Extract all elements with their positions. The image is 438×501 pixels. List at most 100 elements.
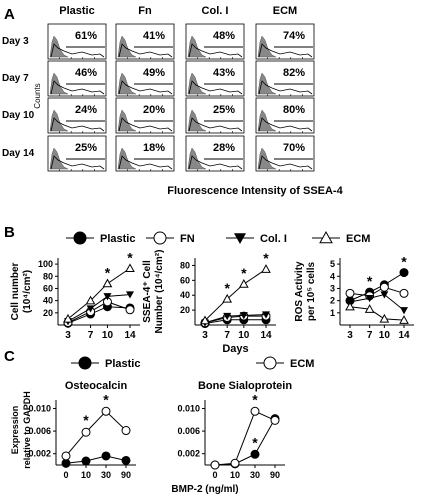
data-point-ecm (102, 278, 113, 288)
percent-positive: 18% (143, 142, 165, 154)
series-line (349, 286, 405, 297)
data-point-col-i (380, 291, 389, 299)
isotype-control-histogram (257, 35, 277, 58)
ssea4-histogram (258, 43, 313, 58)
x-tick-label: 3 (65, 330, 71, 341)
column-header: Fn (138, 5, 152, 17)
y-tick-label: 0.010 (28, 403, 51, 413)
data-point-plastic (78, 356, 92, 370)
y-tick-label: 80 (43, 271, 53, 281)
percent-positive: 48% (213, 30, 235, 42)
data-point-open-circle (379, 282, 389, 292)
data-point-col-i (234, 233, 246, 244)
percent-positive: 41% (143, 30, 165, 42)
x-tick-label: 90 (121, 470, 131, 480)
data-point-open-circle (81, 427, 91, 437)
series-line (67, 294, 131, 322)
percent-positive: 28% (213, 142, 235, 154)
row-label: Day 7 (2, 73, 29, 84)
series-line (349, 294, 405, 311)
ssea4-histogram (188, 80, 243, 95)
legend-label: ECM (290, 358, 314, 370)
y-tick-label: 100 (38, 259, 53, 269)
percent-positive: 61% (75, 30, 97, 42)
series-line (67, 267, 131, 320)
data-point-plastic (81, 456, 91, 466)
data-point-open-circle (399, 288, 409, 298)
ssea4-histogram (188, 155, 243, 170)
histogram-frame (185, 60, 245, 97)
data-point-open-circle (250, 406, 260, 416)
legend-label: FN (180, 233, 195, 245)
histogram-frame (115, 23, 175, 60)
percent-positive: 20% (143, 104, 165, 116)
series-line (204, 319, 266, 325)
series-line (204, 315, 266, 324)
isotype-control-histogram (49, 147, 69, 170)
series-line (349, 272, 405, 302)
significance-star: * (252, 391, 258, 407)
histogram-frame (115, 97, 175, 134)
ssea4-histogram (118, 155, 173, 170)
y-tick-label: 60 (43, 283, 53, 293)
percent-positive: 49% (143, 67, 165, 79)
data-point-ecm (261, 264, 271, 273)
data-point-open-circle (210, 460, 220, 470)
data-point-plastic (121, 455, 131, 465)
x-tick-label: 3 (347, 330, 353, 341)
panel-a-xlabel: Fluorescence Intensity of SSEA-4 (167, 185, 343, 197)
y-tick-label: 0.002 (28, 449, 51, 459)
ssea4-histogram (50, 43, 105, 58)
data-point-open-circle (121, 426, 131, 436)
row-label: Day 14 (2, 148, 35, 159)
significance-star: * (241, 265, 247, 281)
data-point-open-circle (270, 415, 280, 425)
data-point-ecm (319, 230, 333, 244)
percent-positive: 25% (213, 104, 235, 116)
percent-positive: 80% (283, 104, 305, 116)
x-tick-label: 10 (238, 330, 250, 341)
y-tick-label: 3 (330, 283, 335, 293)
y-tick-label: 0.002 (177, 449, 200, 459)
x-tick-label: 10 (230, 470, 240, 480)
ssea4-histogram (188, 117, 243, 132)
isotype-control-histogram (49, 35, 69, 58)
data-point-col-i (223, 312, 232, 321)
data-point-col-i (262, 311, 270, 319)
ssea4-histogram (50, 80, 105, 95)
isotype-control-histogram (187, 109, 207, 132)
significance-star: * (105, 265, 111, 281)
y-tick-label: 20 (180, 305, 190, 315)
significance-star: * (263, 250, 269, 266)
isotype-control-histogram (117, 72, 137, 95)
x-tick-label: 30 (101, 470, 111, 480)
x-tick-label: 10 (379, 330, 391, 341)
y-axis-label: ROS Activity (294, 261, 305, 322)
series-line (65, 410, 127, 457)
x-tick-label: 10 (102, 330, 114, 341)
isotype-control-histogram (49, 109, 69, 132)
isotype-control-histogram (257, 147, 277, 170)
y-tick-label: 20 (43, 308, 53, 318)
histogram-frame (47, 60, 107, 97)
ssea4-histogram (118, 80, 173, 95)
isotype-control-histogram (117, 147, 137, 170)
y-tick-label: 0.006 (177, 426, 200, 436)
data-point-ecm (379, 313, 390, 323)
row-label: Day 3 (2, 36, 29, 47)
data-point-col-i (239, 312, 248, 320)
x-tick-label: 10 (81, 470, 91, 480)
data-point-open-circle (230, 458, 240, 468)
y-tick-label: 40 (43, 296, 53, 306)
data-point-ecm (85, 295, 96, 305)
x-tick-label: 3 (202, 330, 208, 341)
isotype-control-histogram (187, 147, 207, 170)
x-tick-label: 7 (224, 330, 230, 341)
isotype-control-histogram (257, 109, 277, 132)
data-point-col-i (103, 293, 112, 301)
y-axis-label: per 10⁵ cells (306, 261, 317, 321)
y-axis-label: relative to GAPDH (22, 391, 32, 469)
significance-star: * (367, 273, 373, 289)
isotype-control-histogram (187, 35, 207, 58)
